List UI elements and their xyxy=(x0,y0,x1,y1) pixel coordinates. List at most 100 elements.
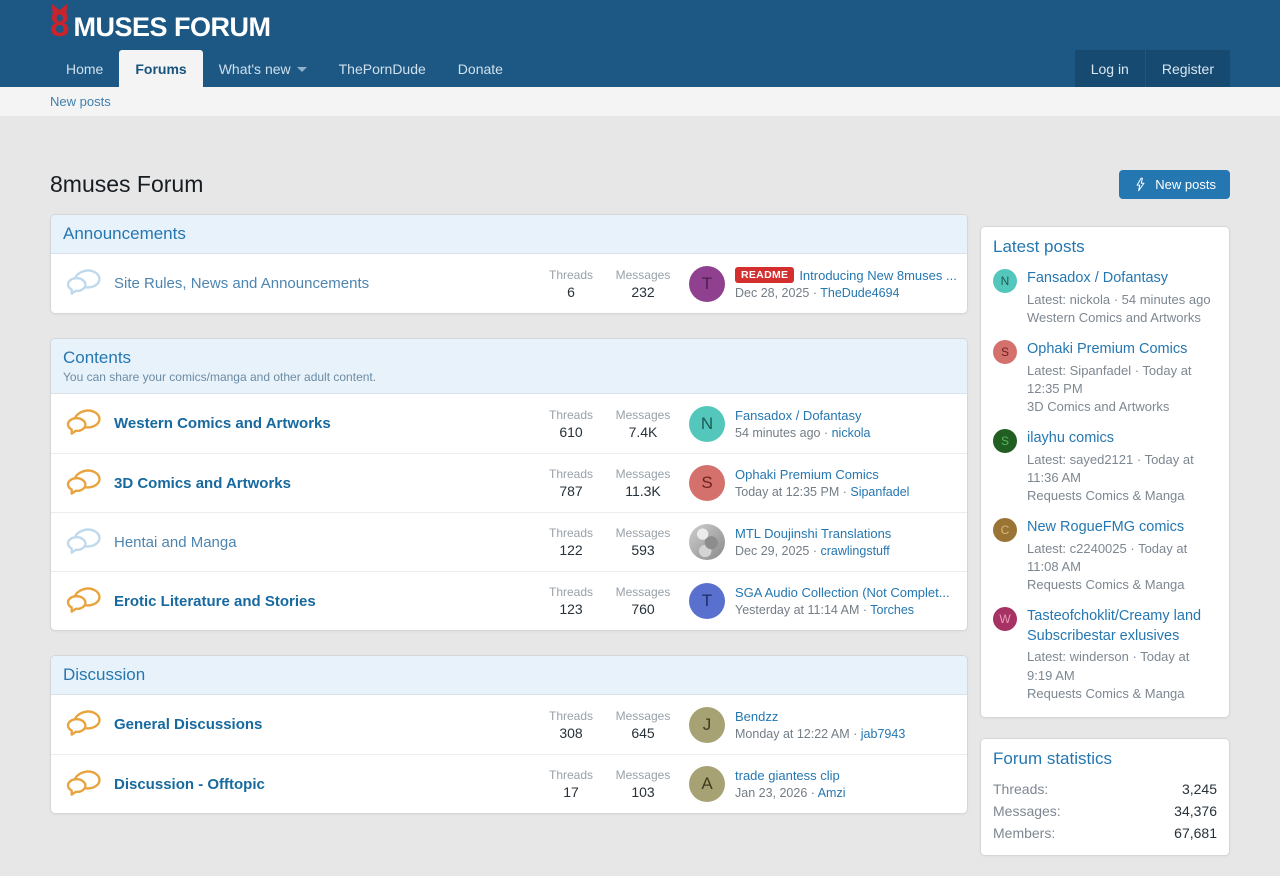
avatar[interactable]: S xyxy=(993,429,1017,454)
latest-user-link[interactable]: Sipanfadel xyxy=(850,485,910,499)
speech-bubbles-icon xyxy=(66,408,101,439)
category-block-announcements: Announcements Site Rules, News and Annou… xyxy=(50,214,968,314)
speech-bubbles-icon xyxy=(66,468,101,499)
latest-post-cell: MTL Doujinshi Translations Dec 29, 2025 … xyxy=(689,524,957,560)
avatar[interactable]: J xyxy=(689,706,725,743)
thread-link[interactable]: New RogueFMG comics xyxy=(1027,519,1185,536)
chevron-down-icon xyxy=(296,67,307,72)
thread-forum: Requests Comics & Manga xyxy=(1027,577,1185,593)
latest-post-item: N Fansadox / Dofantasy Latest: nickola ·… xyxy=(993,269,1217,327)
messages-count: 7.4K xyxy=(628,423,658,440)
latest-post-cell: N Fansadox / Dofantasy 54 minutes ago · … xyxy=(689,405,957,442)
latest-post-item: W Tasteofchoklit/Creamy land Subscribest… xyxy=(993,607,1217,703)
latest-user-link[interactable]: Amzi xyxy=(817,786,846,800)
latest-date: 54 minutes ago · xyxy=(735,425,829,440)
avatar[interactable]: T xyxy=(689,583,725,619)
avatar[interactable]: A xyxy=(689,766,725,802)
latest-post-item: S ilayhu comics Latest: sayed2121 · Toda… xyxy=(993,429,1217,505)
thread-forum: Requests Comics & Manga xyxy=(1027,488,1185,503)
forum-node-link[interactable]: General Discussions xyxy=(114,716,263,733)
latest-user-link[interactable]: crawlingstuff xyxy=(820,544,890,558)
latest-user-link[interactable]: TheDude4694 xyxy=(820,286,900,300)
widget-title[interactable]: Latest posts xyxy=(993,237,1085,256)
latest-thread-link[interactable]: SGA Audio Collection (Not Complet... xyxy=(735,585,950,600)
latest-thread-link[interactable]: Introducing New 8muses ... xyxy=(799,267,957,283)
nav-tab-theporndude[interactable]: ThePornDude xyxy=(338,60,426,77)
forum-node-row: Erotic Literature and Stories Threads 123… xyxy=(51,571,967,630)
category-header: Announcements xyxy=(51,215,967,254)
avatar[interactable]: N xyxy=(993,269,1017,293)
latest-post-cell: J Bendzz Monday at 12:22 AM · jab7943 xyxy=(689,706,957,743)
forum-node-link[interactable]: Site Rules, News and Announcements xyxy=(114,275,370,292)
threads-count: 610 xyxy=(559,423,583,440)
new-posts-button[interactable]: New posts xyxy=(1119,170,1230,199)
avatar[interactable]: S xyxy=(689,465,725,501)
category-description: You can share your comics/manga and othe… xyxy=(63,370,377,384)
latest-thread-link[interactable]: trade giantess clip xyxy=(735,768,840,783)
stat-row: Messages: 34,376 xyxy=(993,803,1217,819)
speech-bubbles-icon xyxy=(66,268,101,299)
forum-node-link[interactable]: Discussion - Offtopic xyxy=(114,775,265,793)
auth-buttons: Log in Register xyxy=(1074,50,1230,87)
latest-post-cell: T SGA Audio Collection (Not Complet... Y… xyxy=(689,583,957,619)
threads-label: Threads xyxy=(548,467,594,481)
avatar-photo[interactable] xyxy=(689,524,725,560)
thread-link[interactable]: Fansadox / Dofantasy xyxy=(1027,270,1169,286)
latest-thread-link[interactable]: Ophaki Premium Comics xyxy=(735,467,879,482)
stat-value: 34,376 xyxy=(1174,803,1217,819)
forum-node-link[interactable]: 3D Comics and Artworks xyxy=(114,474,291,492)
stat-label: Threads: xyxy=(993,781,1049,797)
messages-count: 11.3K xyxy=(625,483,661,499)
forum-node-link[interactable]: Hentai and Manga xyxy=(114,533,237,551)
latest-thread-link[interactable]: Bendzz xyxy=(735,708,779,724)
page-title: 8muses Forum xyxy=(50,171,204,197)
latest-date: Today at 12:35 PM · xyxy=(735,485,847,499)
threads-count: 122 xyxy=(559,542,583,558)
forum-node-link[interactable]: Western Comics and Artworks xyxy=(114,415,331,432)
latest-user-link[interactable]: jab7943 xyxy=(860,726,906,741)
latest-user-link[interactable]: nickola xyxy=(831,425,871,440)
latest-date: Jan 23, 2026 · xyxy=(735,786,815,800)
category-block-discussion: Discussion General Discussions Threads 30… xyxy=(50,655,968,814)
logo-text: MUSES FORUM xyxy=(73,11,271,42)
forum-list: Announcements Site Rules, News and Annou… xyxy=(50,214,968,838)
subnav-new-posts-link[interactable]: New posts xyxy=(50,94,111,109)
site-logo[interactable]: 8 MUSES FORUM xyxy=(48,1,271,42)
threads-label: Threads xyxy=(548,267,594,282)
messages-label: Messages xyxy=(615,526,671,540)
category-title[interactable]: Announcements xyxy=(63,224,186,243)
avatar[interactable]: T xyxy=(689,265,725,302)
login-button[interactable]: Log in xyxy=(1074,50,1145,87)
nav-tab-forums[interactable]: Forums xyxy=(119,50,203,87)
latest-posts-widget: Latest posts N Fansadox / Dofantasy Late… xyxy=(980,226,1230,718)
nav-tab-whats-new[interactable]: What's new xyxy=(203,50,323,87)
category-title[interactable]: Discussion xyxy=(63,665,146,684)
avatar[interactable]: C xyxy=(993,518,1017,543)
thread-forum: Requests Comics & Manga xyxy=(1027,685,1185,701)
nav-tab-donate[interactable]: Donate xyxy=(457,60,503,77)
threads-label: Threads xyxy=(548,768,594,782)
category-header: Discussion xyxy=(51,656,967,695)
forum-node-row: Discussion - Offtopic Threads 17 Messages… xyxy=(51,754,967,813)
latest-user-link[interactable]: Torches xyxy=(870,603,915,617)
nav-tab-home[interactable]: Home xyxy=(66,60,104,77)
forum-node-link[interactable]: Erotic Literature and Stories xyxy=(114,592,316,610)
avatar[interactable]: N xyxy=(689,405,725,442)
sidebar: Latest posts N Fansadox / Dofantasy Late… xyxy=(980,226,1230,876)
latest-thread-link[interactable]: MTL Doujinshi Translations xyxy=(735,526,892,541)
messages-label: Messages xyxy=(615,768,671,782)
thread-meta: Latest: Sipanfadel · Today at 12:35 PM xyxy=(1027,362,1192,396)
forum-node-row: Hentai and Manga Threads 122 Messages 593 … xyxy=(51,512,967,571)
thread-link[interactable]: Ophaki Premium Comics xyxy=(1027,340,1188,357)
register-button[interactable]: Register xyxy=(1144,50,1230,87)
avatar[interactable]: S xyxy=(993,339,1017,364)
category-title[interactable]: Contents xyxy=(63,348,132,367)
threads-count: 6 xyxy=(567,283,575,300)
thread-link[interactable]: ilayhu comics xyxy=(1027,430,1115,447)
thread-link[interactable]: Tasteofchoklit/Creamy land Subscribestar… xyxy=(1027,608,1202,644)
avatar[interactable]: W xyxy=(993,607,1017,632)
latest-thread-link[interactable]: Fansadox / Dofantasy xyxy=(735,407,862,423)
lightning-bolt-icon xyxy=(1133,177,1148,192)
messages-label: Messages xyxy=(615,467,671,481)
messages-count: 103 xyxy=(631,784,655,800)
